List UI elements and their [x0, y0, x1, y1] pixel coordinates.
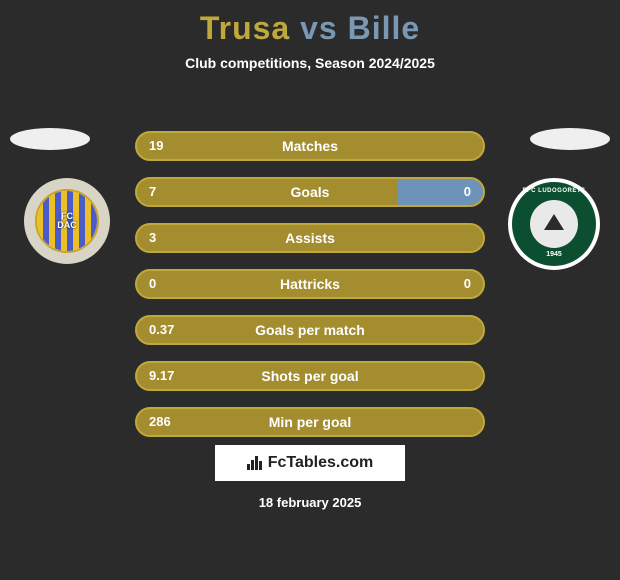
stat-bar-track — [135, 269, 485, 299]
stats-area: 19Matches 70Goals 3Assists 00Hattricks 0.37G… — [0, 115, 620, 453]
stat-bar-right — [397, 179, 484, 205]
player1-name: Trusa — [200, 10, 290, 46]
stat-row: 70Goals — [135, 177, 485, 207]
bars-icon — [247, 456, 262, 470]
vs-text: vs — [300, 10, 338, 46]
stat-bar-track — [135, 223, 485, 253]
stat-row: 0.37Goals per match — [135, 315, 485, 345]
date-text: 18 february 2025 — [0, 495, 620, 510]
player2-name: Bille — [348, 10, 421, 46]
fctables-label: FcTables.com — [268, 454, 374, 472]
stat-row: 19Matches — [135, 131, 485, 161]
stat-bar-track — [135, 407, 485, 437]
page-title: Trusa vs Bille — [0, 0, 620, 47]
stat-bar-track — [135, 131, 485, 161]
stat-bar-track — [135, 315, 485, 345]
stat-row: 00Hattricks — [135, 269, 485, 299]
stat-row: 9.17Shots per goal — [135, 361, 485, 391]
stat-bar-track — [135, 177, 485, 207]
stat-bar-track — [135, 361, 485, 391]
subtitle: Club competitions, Season 2024/2025 — [0, 55, 620, 71]
stat-row: 286Min per goal — [135, 407, 485, 437]
fctables-watermark: FcTables.com — [215, 445, 405, 481]
comparison-card: Trusa vs Bille Club competitions, Season… — [0, 0, 620, 580]
stat-row: 3Assists — [135, 223, 485, 253]
